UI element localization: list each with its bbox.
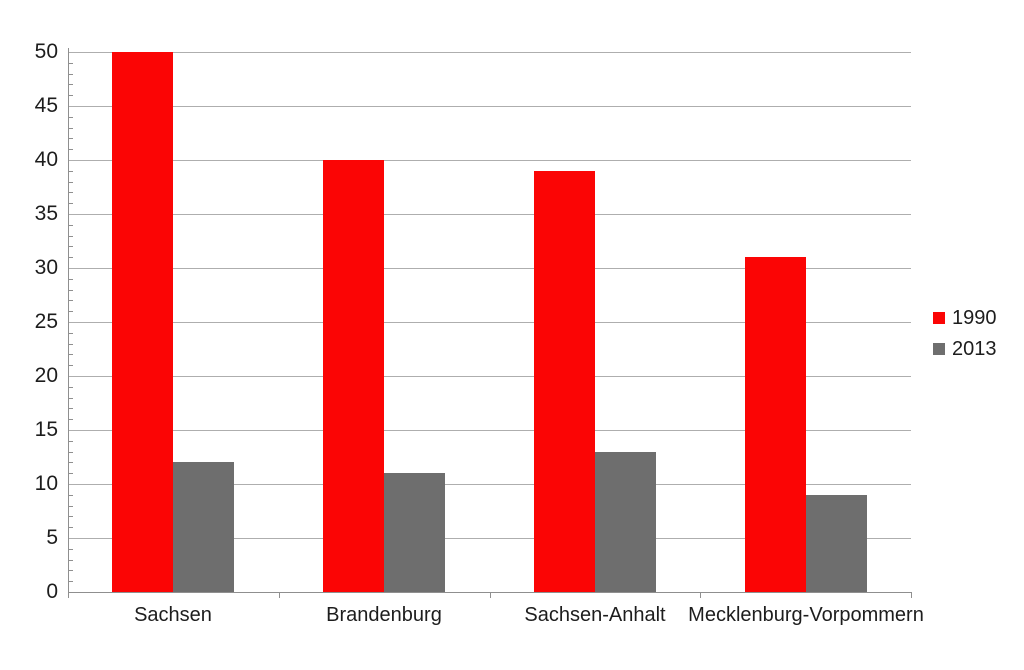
y-axis-minor-tick: [68, 311, 73, 312]
y-axis-minor-tick: [68, 495, 73, 496]
legend-label-1990: 1990: [952, 306, 997, 329]
y-axis-minor-tick: [68, 462, 73, 463]
y-axis-minor-tick: [68, 333, 73, 334]
y-tick-label-30: 30: [34, 256, 58, 279]
y-tick-label-35: 35: [34, 202, 58, 225]
legend: 1990 2013: [933, 305, 997, 367]
y-axis-minor-tick: [68, 560, 73, 561]
y-tick-label-5: 5: [46, 526, 58, 549]
x-category-label-sachsen-anhalt: Sachsen-Anhalt: [524, 604, 666, 626]
gridline-y-25: [68, 322, 911, 323]
legend-label-2013: 2013: [952, 337, 997, 360]
y-axis-minor-tick: [68, 192, 73, 193]
bar-1990-brandenburg: [323, 160, 384, 592]
y-axis-minor-tick: [68, 171, 73, 172]
y-axis-minor-tick: [68, 63, 73, 64]
bar-2013-sachsen-anhalt: [595, 452, 656, 592]
y-axis-minor-tick: [68, 473, 73, 474]
bar-1990-sachsen-anhalt: [534, 171, 595, 592]
x-axis-tick: [700, 592, 701, 598]
bar-2013-brandenburg: [384, 473, 445, 592]
y-axis-minor-tick: [68, 452, 73, 453]
y-axis-minor-tick: [68, 246, 73, 247]
y-axis-minor-tick: [68, 516, 73, 517]
y-axis-minor-tick: [68, 441, 73, 442]
gridline-y-30: [68, 268, 911, 269]
x-axis-tick: [279, 592, 280, 598]
y-tick-label-10: 10: [34, 472, 58, 495]
y-axis-minor-tick: [68, 581, 73, 582]
y-tick-label-45: 45: [34, 94, 58, 117]
y-axis-minor-tick: [68, 225, 73, 226]
legend-swatch-2013: [933, 343, 945, 355]
y-axis-minor-tick: [68, 354, 73, 355]
y-axis-minor-tick: [68, 117, 73, 118]
y-tick-label-40: 40: [34, 148, 58, 171]
bar-2013-sachsen: [173, 462, 234, 592]
y-axis-minor-tick: [68, 95, 73, 96]
y-tick-label-0: 0: [46, 580, 58, 603]
y-tick-label-25: 25: [34, 310, 58, 333]
legend-item-2013: 2013: [933, 336, 997, 362]
x-axis-tick: [68, 592, 69, 598]
x-category-label-sachsen: Sachsen: [134, 604, 212, 626]
gridline-y-5: [68, 538, 911, 539]
y-tick-label-50: 50: [34, 40, 58, 63]
y-axis-minor-tick: [68, 398, 73, 399]
y-axis-minor-tick: [68, 203, 73, 204]
gridline-y-35: [68, 214, 911, 215]
y-axis-minor-tick: [68, 344, 73, 345]
y-axis-minor-tick: [68, 549, 73, 550]
x-category-label-brandenburg: Brandenburg: [326, 604, 442, 626]
y-axis-minor-tick: [68, 387, 73, 388]
gridline-y-10: [68, 484, 911, 485]
legend-item-1990: 1990: [933, 305, 997, 331]
gridline-y-20: [68, 376, 911, 377]
y-axis-minor-tick: [68, 570, 73, 571]
y-axis-minor-tick: [68, 290, 73, 291]
y-axis-minor-tick: [68, 506, 73, 507]
y-axis-minor-tick: [68, 365, 73, 366]
bar-2013-mecklenburg-vorpommern: [806, 495, 867, 592]
y-axis-minor-tick: [68, 74, 73, 75]
y-axis-minor-tick: [68, 300, 73, 301]
gridline-y-40: [68, 160, 911, 161]
gridline-y-45: [68, 106, 911, 107]
y-axis-line: [68, 48, 69, 592]
legend-swatch-1990: [933, 312, 945, 324]
y-axis-minor-tick: [68, 138, 73, 139]
y-axis-minor-tick: [68, 182, 73, 183]
x-category-label-mecklenburg-vorpommern: Mecklenburg-Vorpommern: [688, 604, 924, 626]
y-axis-minor-tick: [68, 419, 73, 420]
y-tick-label-20: 20: [34, 364, 58, 387]
y-tick-label-15: 15: [34, 418, 58, 441]
bar-1990-mecklenburg-vorpommern: [745, 257, 806, 592]
y-axis-minor-tick: [68, 527, 73, 528]
x-axis-tick: [911, 592, 912, 598]
y-axis-minor-tick: [68, 149, 73, 150]
y-axis-minor-tick: [68, 408, 73, 409]
y-axis-minor-tick: [68, 128, 73, 129]
gridline-y-15: [68, 430, 911, 431]
y-axis-minor-tick: [68, 257, 73, 258]
y-axis-minor-tick: [68, 84, 73, 85]
x-axis-tick: [490, 592, 491, 598]
bar-1990-sachsen: [112, 52, 173, 592]
y-axis-minor-tick: [68, 279, 73, 280]
gridline-y-50: [68, 52, 911, 53]
y-axis-minor-tick: [68, 236, 73, 237]
